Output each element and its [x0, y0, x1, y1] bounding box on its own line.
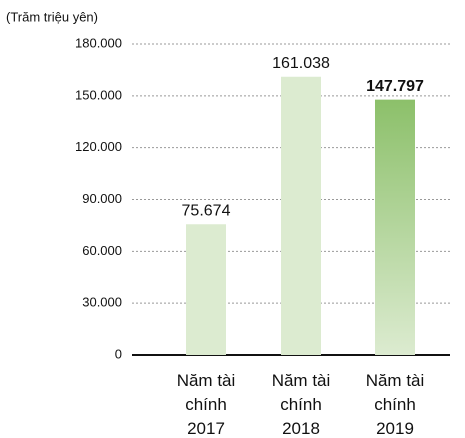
bar: [281, 76, 321, 356]
bar: [186, 224, 226, 355]
y-tick-label: 150.000: [75, 87, 122, 102]
x-tick-label: Năm tài chính 2018: [271, 371, 331, 438]
value-label: 161.038: [272, 55, 330, 72]
bar: [375, 99, 415, 356]
y-tick-label: 120.000: [75, 139, 122, 154]
y-tick-label: 180.000: [75, 35, 122, 50]
y-axis-label: (Trăm triệu yên): [6, 9, 98, 24]
value-label: 75.674: [182, 202, 231, 219]
x-tick-label: Năm tài chính 2019: [365, 371, 425, 438]
x-tick-label: Năm tài chính 2017: [176, 371, 236, 438]
y-tick-label: 90.000: [82, 191, 122, 206]
value-label: 147.797: [366, 78, 424, 95]
y-tick-label: 60.000: [82, 243, 122, 258]
y-tick-label: 0: [115, 346, 122, 361]
y-tick-label: 30.000: [82, 295, 122, 310]
